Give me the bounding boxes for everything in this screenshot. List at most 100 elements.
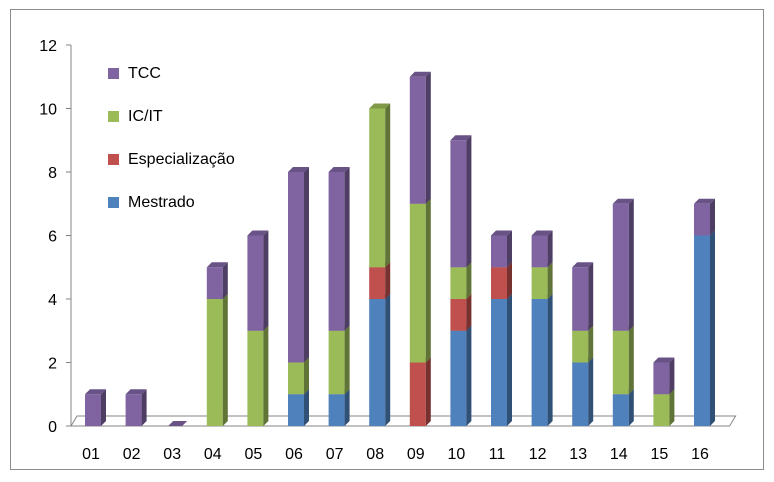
bar-segment-side — [344, 325, 350, 395]
legend-item: TCC — [108, 52, 288, 95]
bar-segment — [612, 330, 629, 395]
bar-segment-side — [547, 262, 553, 299]
bar-segment-side — [304, 167, 309, 363]
bar-segment-side — [507, 294, 512, 426]
legend-swatch — [108, 154, 119, 165]
chart-floor — [70, 415, 737, 427]
y-tick-label: 12 — [39, 38, 57, 55]
bar-segment — [653, 394, 670, 426]
y-tick-label: 4 — [48, 292, 57, 309]
bar-segment — [409, 203, 426, 363]
chart-legend: TCC IC/IT Especialização Mestrado — [108, 52, 288, 224]
bar-segment-top — [531, 230, 553, 236]
legend-label: TCC — [128, 64, 161, 82]
bar-segment — [125, 394, 142, 426]
bar-segment-top — [328, 167, 350, 172]
legend-item: Especialização — [108, 138, 288, 181]
bar-segment — [531, 267, 548, 299]
legend-label: Mestrado — [128, 193, 195, 211]
bar-segment-side — [466, 294, 472, 331]
bar-segment-top — [653, 357, 675, 363]
bar-zero-cap — [168, 421, 188, 426]
bar-segment — [328, 172, 345, 331]
x-tick-label: 12 — [529, 446, 547, 463]
bar-segment — [247, 330, 264, 426]
bar-segment — [450, 140, 467, 268]
bar-segment — [572, 362, 589, 426]
bar-segment — [694, 235, 710, 426]
bar-segment-side — [628, 325, 634, 395]
bar-segment — [369, 299, 386, 426]
bar-segment — [369, 267, 386, 299]
bar-segment-side — [425, 198, 431, 363]
bar-segment-top — [288, 167, 309, 172]
bar-segment — [450, 330, 467, 426]
bar-segment — [653, 362, 670, 395]
bar-segment-side — [466, 325, 472, 426]
bar-segment — [328, 330, 345, 395]
bar-segment-side — [385, 294, 391, 426]
bar-segment-side — [588, 262, 594, 331]
bar-segment-side — [710, 230, 715, 426]
bar-segment-side — [466, 135, 472, 268]
bar-segment-top — [572, 262, 594, 268]
legend-swatch — [108, 111, 119, 122]
y-tick-label: 2 — [48, 356, 57, 373]
bar-segment-side — [101, 389, 106, 426]
bar-segment — [531, 299, 548, 426]
y-tick-label: 8 — [48, 165, 57, 182]
bar-segment-top — [247, 230, 269, 236]
x-tick-label: 14 — [610, 446, 628, 463]
bar-segment-side — [385, 103, 391, 268]
bar-segment-side — [628, 389, 634, 426]
bar-segment — [328, 394, 345, 426]
bar-segment-side — [628, 198, 634, 331]
bar-segment-side — [547, 230, 553, 268]
x-tick-label: 08 — [366, 446, 384, 463]
bar-segment — [694, 203, 710, 236]
bar-segment-side — [304, 357, 309, 395]
y-tick-label: 0 — [48, 419, 57, 436]
bar-segment — [612, 203, 629, 331]
bar-segment — [531, 235, 548, 268]
bar-segment — [572, 267, 589, 331]
bar-segment-top — [125, 389, 147, 395]
bar-segment-side — [141, 389, 147, 426]
y-tick-label: 10 — [39, 102, 57, 119]
x-tick-label: 10 — [448, 446, 466, 463]
bar-segment-top — [694, 198, 715, 204]
bar-segment-side — [263, 230, 269, 331]
x-tick-label: 15 — [651, 446, 669, 463]
bar-segment-side — [222, 262, 228, 299]
bar-segment-top — [491, 230, 512, 236]
bar-segment — [85, 394, 101, 426]
legend-label: IC/IT — [128, 107, 163, 125]
x-tick-label: 16 — [691, 446, 709, 463]
y-tick-label: 6 — [48, 229, 57, 246]
legend-swatch — [108, 68, 119, 79]
bar-segment-side — [222, 294, 228, 426]
x-tick-label: 09 — [407, 446, 425, 463]
bar-segment — [612, 394, 629, 426]
bar-segment-side — [547, 294, 553, 426]
x-tick-label: 05 — [245, 446, 263, 463]
bar-segment-side — [669, 357, 675, 395]
bar-segment — [206, 299, 223, 426]
bar-segment-top — [206, 262, 228, 268]
legend-swatch — [108, 197, 119, 208]
bar-segment-top — [450, 135, 472, 141]
x-tick-label: 01 — [82, 446, 100, 463]
legend-item: Mestrado — [108, 181, 288, 224]
bar-segment-side — [425, 357, 431, 426]
x-tick-label: 13 — [569, 446, 587, 463]
bar-segment — [409, 76, 426, 204]
bar-segment — [491, 299, 507, 426]
bar-segment — [450, 267, 467, 299]
legend-item: IC/IT — [108, 95, 288, 138]
bar-segment — [288, 394, 304, 426]
bar-segment-side — [588, 357, 594, 426]
x-tick-label: 04 — [204, 446, 222, 463]
bar-segment — [572, 330, 589, 363]
bar-segment — [491, 267, 507, 299]
